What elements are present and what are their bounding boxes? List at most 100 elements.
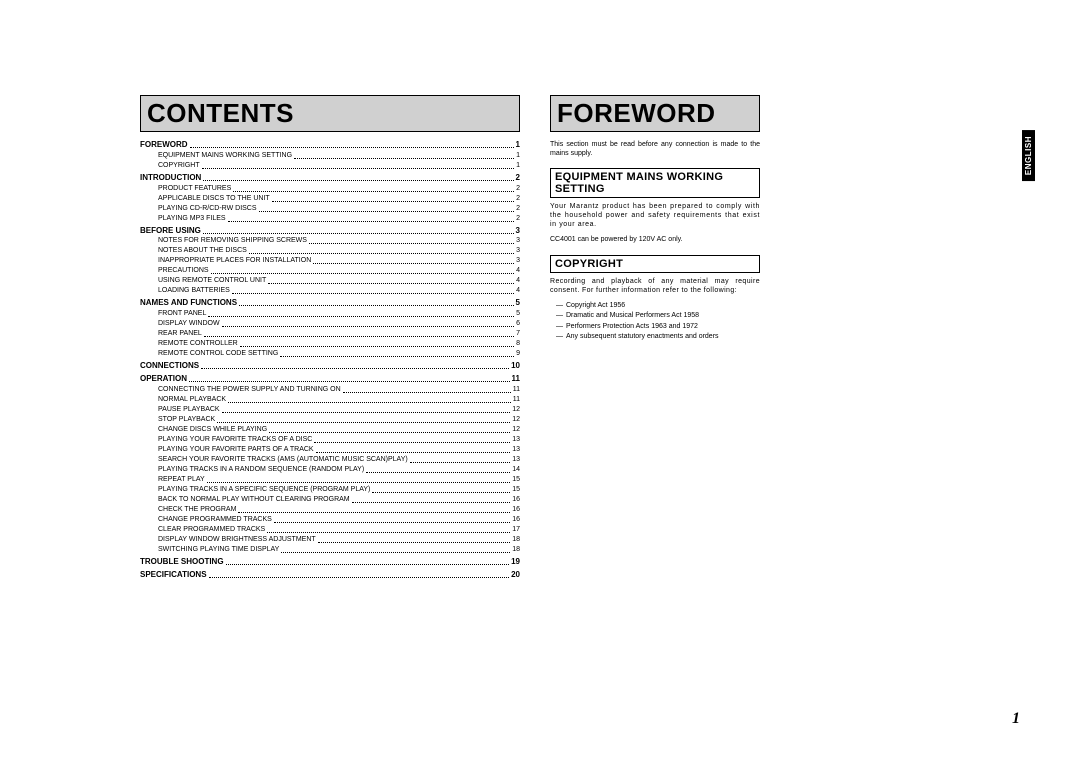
toc-item-label: SEARCH YOUR FAVORITE TRACKS (AMS (AUTOMA… — [158, 455, 408, 465]
dash-icon: — — [556, 311, 566, 322]
toc-section: CONNECTIONS10 — [140, 361, 520, 372]
toc-item: PLAYING TRACKS IN A SPECIFIC SEQUENCE (P… — [140, 485, 520, 495]
toc-item-label: NOTES ABOUT THE DISCS — [158, 246, 247, 256]
two-column-layout: CONTENTS FOREWORD1EQUIPMENT MAINS WORKIN… — [140, 95, 1020, 580]
dash-icon: — — [556, 332, 566, 343]
toc-item-label: CHECK THE PROGRAM — [158, 505, 236, 515]
toc-item-page: 2 — [516, 214, 520, 224]
toc-item-page: 12 — [512, 405, 520, 415]
toc-dots — [410, 455, 511, 463]
toc-section: OPERATION11 — [140, 374, 520, 385]
toc-section-page: 3 — [516, 226, 520, 237]
toc-section-page: 2 — [516, 173, 520, 184]
toc-dots — [239, 298, 514, 306]
toc-item: PRODUCT FEATURES 2 — [140, 184, 520, 194]
copyright-list-text: Copyright Act 1956 — [566, 301, 625, 312]
toc-item: PAUSE PLAYBACK 12 — [140, 405, 520, 415]
toc-item: PLAYING CD-R/CD-RW DISCS2 — [140, 204, 520, 214]
toc-section: SPECIFICATIONS 20 — [140, 570, 520, 581]
toc-item-page: 11 — [513, 395, 520, 405]
copyright-list-item: —Any subsequent statutory enactments and… — [556, 332, 760, 343]
toc-item-page: 16 — [512, 495, 520, 505]
toc-item: EQUIPMENT MAINS WORKING SETTING1 — [140, 151, 520, 161]
toc-dots — [201, 361, 509, 369]
toc-item-label: NOTES FOR REMOVING SHIPPING SCREWS — [158, 236, 307, 246]
toc-item-label: PRECAUTIONS — [158, 266, 209, 276]
toc-item-label: PAUSE PLAYBACK — [158, 405, 220, 415]
dash-icon: — — [556, 301, 566, 312]
toc-item: USING REMOTE CONTROL UNIT 4 — [140, 276, 520, 286]
toc-item-label: PLAYING TRACKS IN A RANDOM SEQUENCE (RAN… — [158, 465, 364, 475]
toc-section-label: FOREWORD — [140, 140, 188, 151]
toc-dots — [203, 226, 514, 234]
toc-dots — [190, 140, 514, 148]
toc-item: NORMAL PLAYBACK 11 — [140, 395, 520, 405]
toc-item-label: REPEAT PLAY — [158, 475, 205, 485]
toc-item-page: 18 — [512, 545, 520, 555]
toc-section: NAMES AND FUNCTIONS5 — [140, 298, 520, 309]
toc-item-page: 9 — [516, 349, 520, 359]
toc-section-label: SPECIFICATIONS — [140, 570, 207, 581]
toc-item-label: CONNECTING THE POWER SUPPLY AND TURNING … — [158, 385, 341, 395]
copyright-list-item: —Dramatic and Musical Performers Act 195… — [556, 311, 760, 322]
toc-dots — [274, 515, 510, 523]
toc-dots — [366, 465, 510, 473]
toc-dots — [202, 161, 514, 169]
toc-dots — [309, 236, 514, 244]
toc-item-label: PLAYING YOUR FAVORITE PARTS OF A TRACK — [158, 445, 314, 455]
toc-item: PLAYING YOUR FAVORITE TRACKS OF A DISC13 — [140, 435, 520, 445]
toc-item-label: EQUIPMENT MAINS WORKING SETTING — [158, 151, 292, 161]
toc-item-label: NORMAL PLAYBACK — [158, 395, 226, 405]
toc-item-page: 15 — [512, 485, 520, 495]
toc-section-page: 20 — [511, 570, 520, 581]
foreword-title: FOREWORD — [550, 95, 760, 132]
toc-dots — [280, 349, 514, 357]
toc-item: CHECK THE PROGRAM16 — [140, 505, 520, 515]
toc-section-label: NAMES AND FUNCTIONS — [140, 298, 237, 309]
copyright-list-text: Dramatic and Musical Performers Act 1958 — [566, 311, 699, 322]
toc-item-label: PRODUCT FEATURES — [158, 184, 231, 194]
toc-item-page: 13 — [512, 445, 520, 455]
toc-item: CHANGE DISCS WHILE PLAYING 12 — [140, 425, 520, 435]
toc-item-page: 3 — [516, 256, 520, 266]
toc-item: PLAYING YOUR FAVORITE PARTS OF A TRACK 13 — [140, 445, 520, 455]
toc-item: NOTES ABOUT THE DISCS3 — [140, 246, 520, 256]
copyright-list-text: Performers Protection Acts 1963 and 1972 — [566, 322, 698, 333]
toc-item-page: 16 — [512, 515, 520, 525]
toc-item-label: CHANGE PROGRAMMED TRACKS — [158, 515, 272, 525]
toc-dots — [267, 525, 510, 533]
toc-item-page: 2 — [516, 184, 520, 194]
toc-dots — [208, 309, 514, 317]
toc-dots — [272, 194, 514, 202]
dash-icon: — — [556, 322, 566, 333]
copyright-list-item: —Performers Protection Acts 1963 and 197… — [556, 322, 760, 333]
toc-item: REMOTE CONTROLLER8 — [140, 339, 520, 349]
toc-item-label: CHANGE DISCS WHILE PLAYING — [158, 425, 267, 435]
toc-item-page: 2 — [516, 204, 520, 214]
toc-item-page: 4 — [516, 276, 520, 286]
toc-item: REMOTE CONTROL CODE SETTING9 — [140, 349, 520, 359]
toc-item: PRECAUTIONS4 — [140, 266, 520, 276]
toc-item-label: USING REMOTE CONTROL UNIT — [158, 276, 266, 286]
toc-dots — [343, 385, 511, 393]
toc-section-label: TROUBLE SHOOTING — [140, 557, 224, 568]
toc-item: CLEAR PROGRAMMED TRACKS 17 — [140, 525, 520, 535]
toc-item-label: CLEAR PROGRAMMED TRACKS — [158, 525, 265, 535]
page-number: 1 — [1012, 710, 1020, 728]
toc-item-page: 17 — [512, 525, 520, 535]
toc-item-label: REAR PANEL — [158, 329, 202, 339]
toc-dots — [259, 204, 515, 212]
copyright-list-item: —Copyright Act 1956 — [556, 301, 760, 312]
toc-item-page: 15 — [512, 475, 520, 485]
toc-dots — [228, 214, 515, 222]
toc-item-label: PLAYING MP3 FILES — [158, 214, 226, 224]
toc-item-page: 6 — [516, 319, 520, 329]
toc-item-label: STOP PLAYBACK — [158, 415, 215, 425]
toc-item-page: 13 — [512, 455, 520, 465]
toc-item-page: 13 — [512, 435, 520, 445]
toc-item-page: 12 — [512, 425, 520, 435]
toc-section-label: OPERATION — [140, 374, 187, 385]
toc-dots — [316, 445, 511, 453]
toc-item-page: 3 — [516, 236, 520, 246]
copyright-heading: COPYRIGHT — [550, 255, 760, 273]
